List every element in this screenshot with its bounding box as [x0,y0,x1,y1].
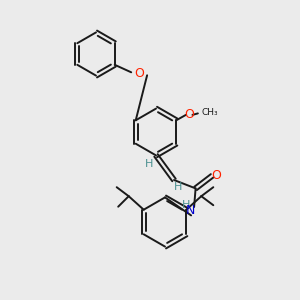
Text: O: O [135,67,145,80]
Text: N: N [186,204,195,217]
Text: O: O [212,169,221,182]
Text: H: H [173,182,182,192]
Text: CH₃: CH₃ [202,108,218,117]
Text: H: H [145,159,154,169]
Text: H: H [182,200,190,210]
Text: O: O [184,108,194,122]
